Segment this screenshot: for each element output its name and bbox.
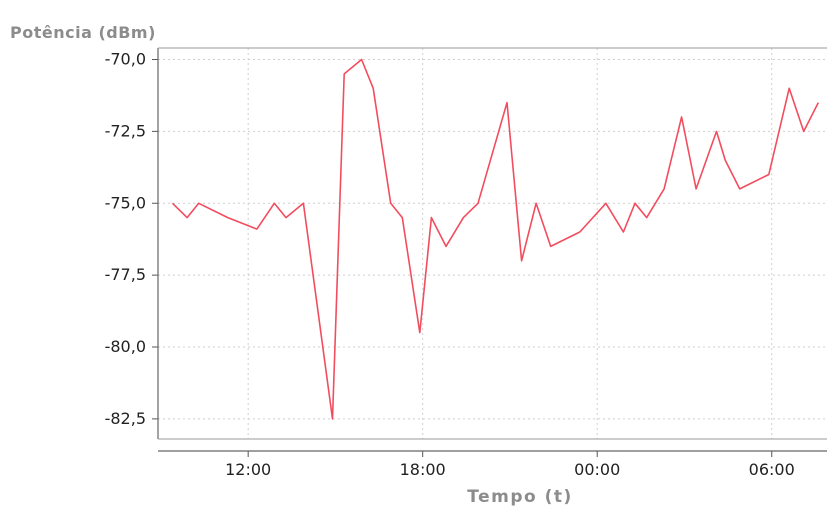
- y-tick-label: -82,5: [105, 409, 146, 428]
- plot-area: [158, 48, 827, 439]
- y-axis-label: Potência (dBm): [10, 23, 156, 42]
- x-tick-label: 12:00: [225, 460, 271, 479]
- x-tick-label: 18:00: [400, 460, 446, 479]
- series-line: [171, 58, 820, 420]
- tick-labels: -70,0 -72,5 -75,0 -77,5 -80,0 -82,5 12:00 18:00…: [105, 50, 795, 480]
- grid: [158, 48, 827, 439]
- axes: [152, 47, 827, 457]
- x-tick-label: 00:00: [574, 460, 620, 479]
- x-tick-label: 06:00: [749, 460, 795, 479]
- y-tick-label: -70,0: [105, 50, 146, 69]
- y-tick-label: -80,0: [105, 337, 146, 356]
- series-layer: [171, 58, 820, 420]
- x-axis-label: Tempo (t): [467, 487, 573, 507]
- y-tick-label: -72,5: [105, 121, 146, 140]
- y-tick-label: -75,0: [105, 193, 146, 212]
- y-tick-label: -77,5: [105, 265, 146, 284]
